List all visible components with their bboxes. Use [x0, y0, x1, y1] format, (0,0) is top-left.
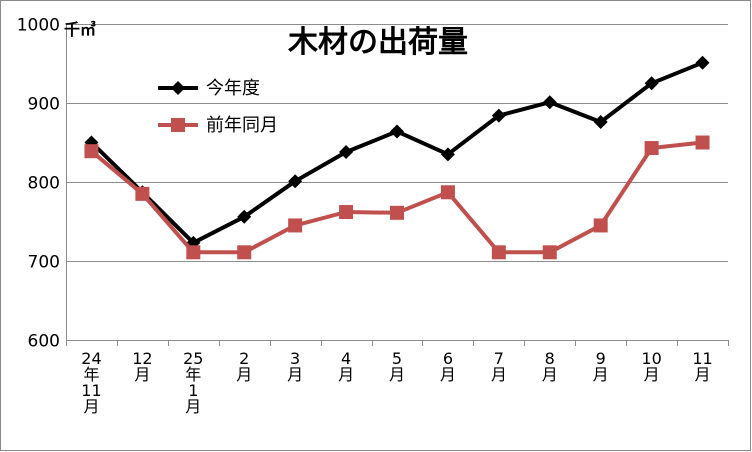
data-point-marker	[390, 124, 404, 139]
data-point-marker	[695, 55, 710, 70]
y-tick-label: 1000	[17, 16, 60, 36]
y-tick-label: 800	[28, 174, 60, 194]
data-point-marker	[440, 185, 455, 200]
data-point-marker	[593, 218, 608, 233]
legend-marker	[171, 118, 185, 132]
series-layer	[84, 55, 710, 260]
data-point-marker	[491, 108, 506, 123]
data-point-marker	[593, 114, 608, 129]
tick-labels: 600 700 800 900 1000 24 年 11 月 12 月 25 年 1 月 2 月 3 月 4 月 5 月 6 月…	[17, 16, 713, 417]
series-1	[84, 135, 710, 260]
data-point-marker	[288, 174, 303, 189]
legend-entry: 今年度	[158, 78, 260, 99]
data-point-marker	[644, 141, 659, 156]
data-point-marker	[288, 218, 303, 233]
data-point-marker	[237, 245, 252, 260]
data-point-marker	[491, 245, 506, 260]
legend-label: 前年同月	[206, 115, 278, 136]
x-tick-label: 10 月	[641, 349, 661, 384]
data-point-marker	[84, 144, 99, 159]
data-point-marker	[339, 144, 354, 159]
data-point-marker	[237, 209, 252, 224]
x-tick-label: 24 年 11 月	[81, 349, 101, 416]
legend-entry: 前年同月	[158, 115, 278, 136]
y-tick-label: 600	[28, 332, 60, 352]
legend-label: 今年度	[206, 78, 260, 99]
x-tick-label: 25 年 1 月	[183, 349, 203, 416]
y-tick-label: 700	[28, 253, 60, 273]
data-point-marker	[644, 76, 659, 91]
y-axis-unit-label: 千㎥	[64, 20, 96, 39]
legend-marker	[171, 81, 185, 95]
data-point-marker	[135, 186, 150, 201]
data-point-marker	[390, 205, 404, 220]
data-point-marker	[440, 147, 455, 162]
axes	[66, 24, 729, 346]
chart-title: 木材の出荷量	[287, 25, 468, 60]
data-point-marker	[695, 135, 710, 150]
y-tick-label: 900	[28, 95, 60, 115]
data-point-marker	[542, 245, 557, 260]
x-tick-label: 12 月	[132, 349, 152, 384]
x-tick-label: 11 月	[692, 349, 712, 384]
data-point-marker	[186, 245, 201, 260]
data-point-marker	[542, 95, 557, 110]
data-point-marker	[339, 205, 354, 220]
